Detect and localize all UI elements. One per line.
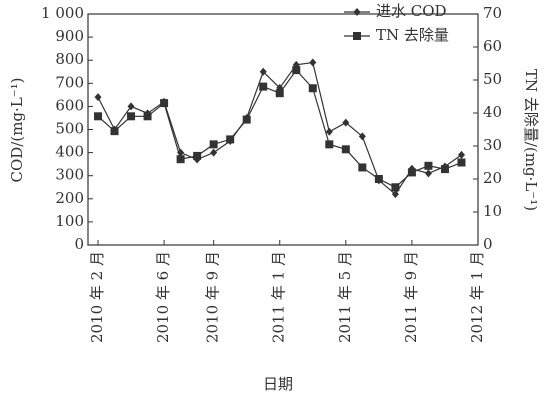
marker bbox=[210, 148, 218, 157]
yticks-label: 300 bbox=[55, 166, 84, 184]
marker bbox=[341, 145, 350, 154]
marker bbox=[242, 115, 251, 124]
x-tick-label: 2010 年 6 月 bbox=[154, 251, 172, 343]
marker bbox=[325, 140, 334, 149]
yticks-label: 200 bbox=[55, 189, 84, 207]
x-tick-label: 2011 年 5 月 bbox=[336, 251, 354, 343]
y2ticks-label: 60 bbox=[483, 37, 502, 55]
yticks-label: 600 bbox=[55, 96, 84, 114]
marker bbox=[309, 58, 317, 67]
marker bbox=[127, 112, 136, 121]
y2ticks-label: 30 bbox=[483, 136, 502, 154]
x-tick-label: 2010 年 2 月 bbox=[88, 251, 106, 343]
y2ticks-label: 70 bbox=[483, 4, 502, 22]
legend-label: 进水 COD bbox=[376, 2, 447, 20]
marker bbox=[308, 84, 317, 93]
yticks-label: 900 bbox=[55, 27, 84, 45]
x-tick-label: 2011 年 9 月 bbox=[402, 251, 420, 343]
marker bbox=[110, 127, 119, 136]
marker bbox=[143, 112, 152, 121]
marker bbox=[358, 163, 367, 172]
marker bbox=[424, 169, 432, 178]
yticks-label: 100 bbox=[55, 212, 84, 230]
marker bbox=[226, 135, 235, 144]
yticks-label: 400 bbox=[55, 143, 84, 161]
marker bbox=[407, 168, 416, 177]
x-tick-label: 2012 年 1 月 bbox=[468, 251, 486, 343]
marker bbox=[193, 151, 202, 160]
y-axis-label: COD/(mg·L⁻¹) bbox=[8, 77, 26, 182]
marker bbox=[176, 155, 185, 164]
x-tick-label: 2010 年 9 月 bbox=[204, 251, 222, 343]
yticks-label: 1 000 bbox=[41, 4, 84, 22]
marker bbox=[391, 183, 400, 192]
y2ticks-label: 10 bbox=[483, 202, 502, 220]
yticks-label: 500 bbox=[55, 120, 84, 138]
marker bbox=[209, 140, 218, 149]
x-tick-label: 2011 年 1 月 bbox=[270, 251, 288, 343]
marker bbox=[457, 158, 466, 167]
marker bbox=[259, 82, 268, 91]
yticks-label: 800 bbox=[55, 50, 84, 68]
marker bbox=[259, 67, 267, 76]
y2ticks-label: 50 bbox=[483, 70, 502, 88]
x-axis-label: 日期 bbox=[263, 375, 293, 393]
marker bbox=[358, 132, 366, 141]
series-line bbox=[97, 61, 462, 196]
marker bbox=[94, 112, 102, 121]
marker bbox=[440, 165, 449, 174]
marker bbox=[94, 93, 102, 102]
marker bbox=[353, 8, 361, 16]
marker bbox=[292, 66, 301, 75]
marker bbox=[160, 99, 169, 108]
marker bbox=[275, 89, 284, 98]
marker bbox=[325, 127, 333, 136]
y2ticks-label: 40 bbox=[483, 103, 502, 121]
y2ticks-label: 20 bbox=[483, 169, 502, 187]
legend-label: TN 去除量 bbox=[376, 26, 449, 44]
marker bbox=[374, 175, 383, 183]
marker bbox=[353, 32, 361, 40]
marker bbox=[457, 150, 465, 159]
marker bbox=[127, 102, 135, 111]
marker bbox=[391, 190, 399, 199]
yticks-label: 700 bbox=[55, 73, 84, 91]
y2ticks-label: 0 bbox=[483, 235, 493, 253]
marker bbox=[424, 161, 433, 170]
y2-axis-label: TN 去除量/(mg·L⁻¹) bbox=[522, 69, 540, 211]
marker bbox=[342, 118, 350, 127]
plot-frame bbox=[87, 13, 479, 246]
yticks-label: 0 bbox=[74, 235, 84, 253]
